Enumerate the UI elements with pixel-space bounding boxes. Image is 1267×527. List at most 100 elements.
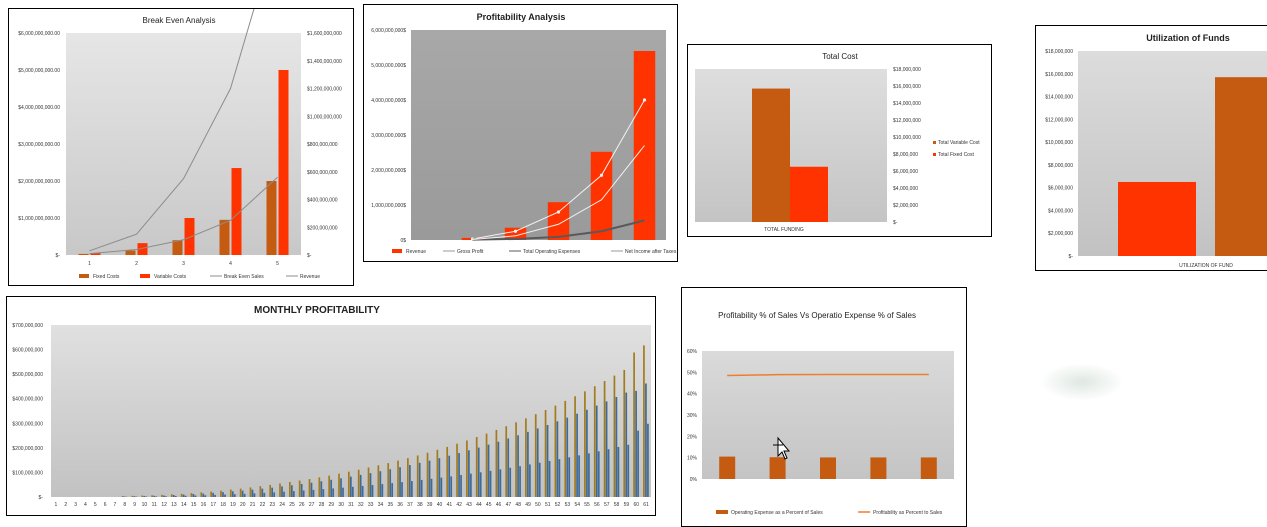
- legend-swatch: [79, 274, 89, 278]
- bar-month: [332, 488, 334, 497]
- bar-month: [212, 493, 214, 497]
- line-marker: [600, 174, 603, 177]
- bar-operating-expense-pct: [820, 457, 836, 479]
- x-tick-label: 3: [74, 502, 77, 508]
- y-tick-label: $-: [39, 495, 44, 501]
- bar-month: [458, 453, 460, 497]
- legend-label: Break Even Sales: [224, 274, 264, 280]
- chart-title: MONTHLY PROFITABILITY: [254, 305, 380, 316]
- bar-month: [252, 490, 254, 497]
- x-tick-label: 42: [456, 502, 462, 508]
- legend-swatch: [716, 510, 728, 514]
- bar-fixed-costs: [267, 181, 277, 255]
- bar-month: [509, 468, 511, 497]
- break-even-panel: Break Even Analysis $-$1,000,000,000.00$…: [8, 8, 354, 286]
- bar-month: [547, 425, 549, 497]
- bar-month: [555, 406, 557, 497]
- bar-month: [134, 496, 136, 497]
- x-tick-label: TOTAL FUNDING: [764, 227, 804, 233]
- bar-fixed-costs: [79, 254, 89, 255]
- y-tick-label: $6,000,000: [1048, 186, 1073, 192]
- bar-month: [183, 495, 185, 497]
- y-tick-label: $500,000,000: [12, 372, 43, 378]
- y-tick-label: $1,000,000,000.00: [18, 216, 60, 222]
- y-tick-label: 10%: [687, 456, 698, 462]
- x-tick-label: UTILIZATION OF FUND: [1179, 263, 1233, 269]
- bar-month: [421, 480, 423, 497]
- x-tick-label: 32: [358, 502, 364, 508]
- x-tick-label: 18: [220, 502, 226, 508]
- x-tick-label: 59: [624, 502, 630, 508]
- bar-month: [293, 491, 295, 497]
- y-tick-label: $700,000,000: [12, 323, 43, 329]
- bar-month: [391, 483, 393, 497]
- bar-month: [382, 484, 384, 497]
- y-tick-label: 60%: [687, 349, 698, 355]
- bar-month: [450, 476, 452, 497]
- bar-month: [232, 491, 234, 497]
- x-tick-label: 45: [486, 502, 492, 508]
- bar-month: [185, 496, 187, 497]
- y-tick-label: $2,000,000,000.00: [18, 179, 60, 185]
- chart-title: Profitability Analysis: [477, 12, 566, 22]
- y-tick-label: $100,000,000: [12, 470, 43, 476]
- bar-month: [132, 496, 134, 497]
- x-tick-label: 16: [201, 502, 207, 508]
- x-tick-label: 54: [574, 502, 580, 508]
- x-tick-label: 21: [250, 502, 256, 508]
- bar-month: [210, 492, 212, 497]
- y-tick-label: $5,000,000,000.00: [18, 68, 60, 74]
- y2-tick-label: $14,000,000: [893, 101, 921, 107]
- x-tick-label: 35: [388, 502, 394, 508]
- y-tick-label: 1,000,000,000$: [371, 203, 406, 209]
- x-tick-label: 5: [276, 261, 279, 267]
- x-tick-label: 22: [260, 502, 266, 508]
- bar-month: [417, 455, 419, 497]
- bar-month: [627, 445, 629, 497]
- x-tick-label: 4: [84, 502, 87, 508]
- bar-month: [380, 471, 382, 497]
- y-tick-label: $4,000,000: [1048, 208, 1073, 214]
- bar-month: [633, 353, 635, 497]
- y2-tick-label: $8,000,000: [893, 152, 918, 158]
- y-tick-label: $300,000,000: [12, 421, 43, 427]
- x-tick-label: 11: [152, 502, 157, 508]
- x-tick-label: 47: [506, 502, 512, 508]
- y2-tick-label: $10,000,000: [893, 135, 921, 141]
- bar-month: [368, 468, 370, 497]
- x-tick-label: 34: [378, 502, 384, 508]
- x-tick-label: 2: [64, 502, 67, 508]
- y-tick-label: $3,000,000,000.00: [18, 142, 60, 148]
- bar-month: [220, 491, 222, 497]
- x-tick-label: 61: [643, 502, 649, 508]
- x-tick-label: 4: [229, 261, 232, 267]
- bar-month: [230, 490, 232, 497]
- bar-month: [448, 456, 450, 497]
- y2-tick-label: $-: [307, 253, 312, 259]
- bar-month: [222, 492, 224, 497]
- x-tick-label: 2: [135, 261, 138, 267]
- bar-month: [456, 444, 458, 497]
- bar-fund: [1118, 182, 1196, 256]
- bar-month: [171, 494, 173, 497]
- monthly-chart: MONTHLY PROFITABILITY $-$100,000,000$200…: [7, 297, 656, 516]
- bar-month: [322, 489, 324, 497]
- bar-revenue: [591, 152, 613, 240]
- bar-month: [360, 475, 362, 497]
- bar-month: [535, 414, 537, 497]
- bar-month: [490, 471, 492, 497]
- bar-month: [214, 495, 216, 497]
- bar-month: [161, 495, 163, 497]
- bar-month: [301, 484, 303, 497]
- y-tick-label: $18,000,000: [1045, 49, 1073, 55]
- y-tick-label: $2,000,000: [1048, 231, 1073, 237]
- legend-label: Total Variable Cost: [938, 140, 980, 146]
- bar-month: [519, 466, 521, 497]
- bar-month: [397, 461, 399, 497]
- bar-month: [263, 493, 265, 497]
- x-tick-label: 46: [496, 502, 502, 508]
- y2-tick-label: $400,000,000: [307, 198, 338, 204]
- x-tick-label: 60: [633, 502, 639, 508]
- bar-month: [584, 391, 586, 497]
- legend-label: Total Fixed Cost: [938, 152, 974, 158]
